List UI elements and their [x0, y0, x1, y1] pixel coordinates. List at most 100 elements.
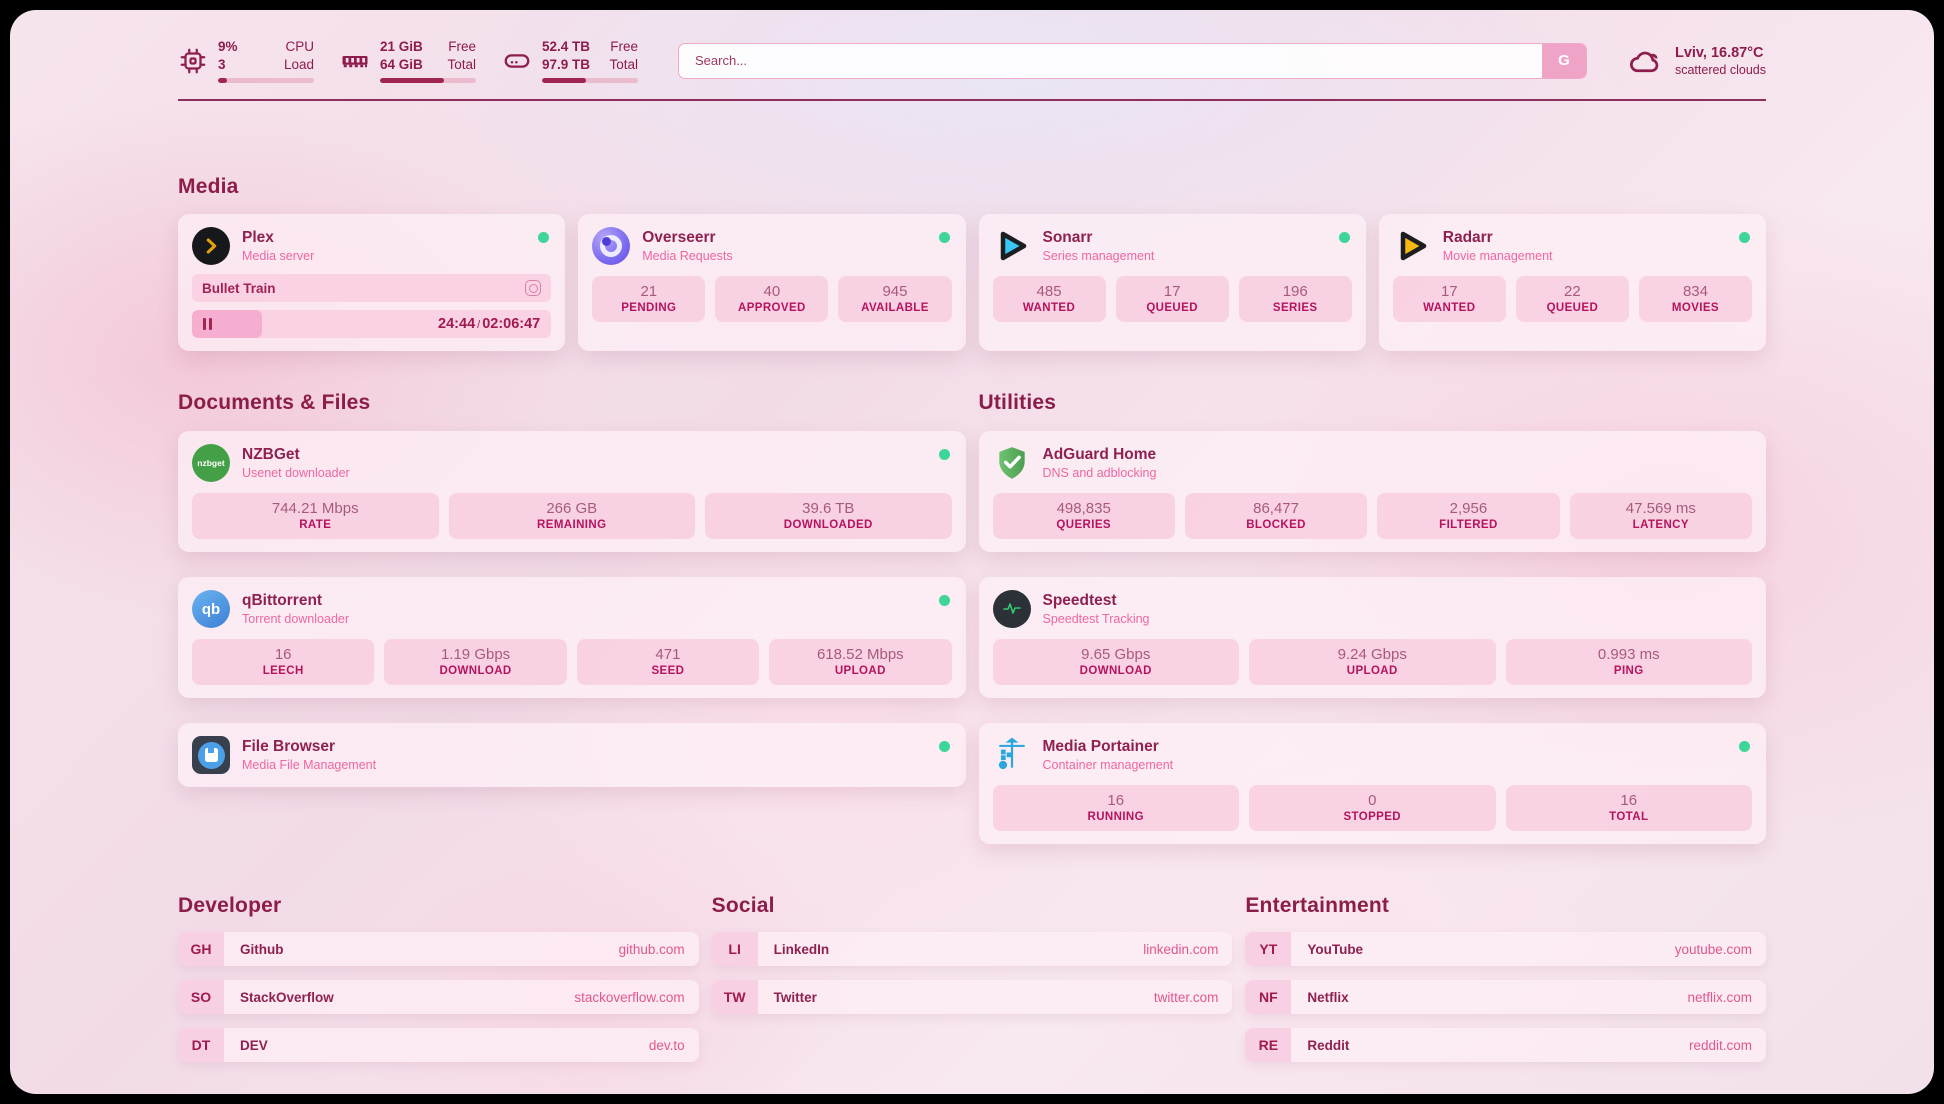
link-row-netflix[interactable]: NF Netflix netflix.com — [1245, 980, 1766, 1015]
stat-tile: 266 GB REMAINING — [448, 493, 695, 540]
link-url: reddit.com — [1688, 1037, 1752, 1053]
stat-tile: 0.993 ms PING — [1505, 639, 1752, 686]
service-subtitle: Media server — [242, 249, 315, 264]
portainer-icon — [993, 736, 1031, 774]
service-name: File Browser — [242, 738, 336, 756]
link-row-github[interactable]: GH Github github.com — [178, 932, 699, 967]
service-card-qbittorrent[interactable]: qb qBittorrent Torrent downloader 16 LEEC… — [178, 577, 966, 699]
link-row-linkedin[interactable]: LI LinkedIn linkedin.com — [711, 932, 1233, 967]
now-playing-title: Bullet Train — [202, 280, 276, 296]
link-row-stackoverflow[interactable]: SO StackOverflow stackoverflow.com — [178, 980, 699, 1015]
service-subtitle: Media File Management — [242, 758, 377, 773]
storage-label-top: Free — [610, 39, 638, 54]
service-name: Plex — [242, 229, 274, 247]
link-name: Reddit — [1307, 1037, 1350, 1053]
stat-tile: 0 STOPPED — [1249, 785, 1496, 832]
link-name: Netflix — [1307, 989, 1349, 1005]
status-dot — [1338, 232, 1350, 244]
service-card-plex[interactable]: Plex Media server Bullet Train 24:44/02:… — [178, 214, 566, 352]
link-abbr: DT — [178, 1028, 224, 1063]
link-name: YouTube — [1307, 941, 1364, 957]
service-card-nzbget[interactable]: nzbget NZBGet Usenet downloader 744.21 M… — [178, 431, 966, 553]
media-card-grid: Plex Media server Bullet Train 24:44/02:… — [178, 214, 1766, 352]
storage-progress-bar — [542, 78, 638, 84]
storage-label-bottom: Total — [609, 56, 638, 72]
link-url: stackoverflow.com — [574, 989, 685, 1005]
service-name: Sonarr — [1042, 229, 1093, 247]
weather-condition: scattered clouds — [1674, 62, 1766, 77]
pause-icon[interactable] — [203, 318, 213, 331]
stat-tile: 196 SERIES — [1238, 276, 1352, 323]
stat-tile: 2,956 FILTERED — [1377, 493, 1560, 540]
link-row-twitter[interactable]: TW Twitter twitter.com — [711, 980, 1233, 1015]
link-abbr: RE — [1245, 1028, 1292, 1063]
stat-tile: 16 RUNNING — [992, 785, 1239, 832]
service-card-adguard[interactable]: AdGuard Home DNS and adblocking 498,835 Q… — [978, 431, 1766, 553]
status-dot — [1739, 741, 1750, 753]
service-card-portainer[interactable]: Media Portainer Container management 16 R… — [978, 723, 1766, 845]
stat-tile: 47.569 ms LATENCY — [1569, 493, 1752, 540]
qbittorrent-icon: qb — [192, 590, 230, 629]
section-title-utilities: Utilities — [978, 391, 1057, 415]
section-title-developer: Developer — [178, 894, 282, 918]
link-name: DEV — [240, 1037, 268, 1053]
ram-icon — [342, 55, 368, 67]
nzbget-icon: nzbget — [192, 444, 230, 483]
radarr-icon — [1393, 227, 1431, 265]
storage-total: 97.9 TB — [542, 56, 591, 72]
developer-links-column: Developer GH Github github.com SO StackO… — [178, 894, 699, 1063]
service-card-filebrowser[interactable]: File Browser Media File Management — [178, 723, 966, 788]
section-title-entertainment: Entertainment — [1245, 894, 1390, 918]
stat-tile: 40 APPROVED — [715, 276, 829, 323]
stat-tile: 471 SEED — [576, 639, 760, 686]
link-row-youtube[interactable]: YT YouTube youtube.com — [1245, 932, 1766, 967]
sonarr-icon — [993, 227, 1031, 265]
service-card-sonarr[interactable]: Sonarr Series management 485 WANTED 17 QUE… — [978, 214, 1366, 352]
stat-tile: 16 TOTAL — [1505, 785, 1752, 832]
status-dot — [938, 595, 950, 607]
link-name: LinkedIn — [773, 941, 830, 957]
search-input[interactable] — [679, 43, 1542, 78]
now-playing-row: Bullet Train — [192, 274, 552, 303]
service-name: Radarr — [1442, 229, 1493, 247]
link-abbr: GH — [178, 932, 224, 967]
stat-tile: 21 PENDING — [592, 276, 706, 323]
storage-icon — [504, 53, 530, 68]
link-abbr: LI — [711, 932, 758, 967]
adguard-icon — [993, 444, 1031, 482]
link-url: twitter.com — [1153, 989, 1219, 1005]
status-dot — [538, 232, 550, 244]
link-name: StackOverflow — [240, 989, 334, 1005]
service-card-radarr[interactable]: Radarr Movie management 17 WANTED 22 QUEUE… — [1378, 214, 1766, 352]
storage-stat-widget: 52.4 TB Free 97.9 TB Total — [502, 38, 638, 84]
service-card-speedtest[interactable]: Speedtest Speedtest Tracking 9.65 Gbps DO… — [978, 577, 1766, 699]
search-engine-button[interactable]: G — [1541, 43, 1586, 78]
ram-stat-widget: 21 GiB Free 64 GiB Total — [340, 38, 476, 84]
session-camera-icon[interactable] — [525, 280, 542, 297]
cloud-icon — [1629, 51, 1659, 72]
search-bar: G — [678, 42, 1587, 79]
link-row-reddit[interactable]: RE Reddit reddit.com — [1245, 1028, 1766, 1063]
speedtest-icon — [992, 590, 1031, 629]
stat-tile: 744.21 Mbps RATE — [192, 493, 439, 540]
utilities-column: Utilities AdGuard Home DNS and adblockin… — [978, 391, 1766, 845]
link-row-dev[interactable]: DT DEV dev.to — [178, 1028, 699, 1063]
section-title-documents: Documents & Files — [178, 391, 371, 415]
service-card-overseerr[interactable]: Overseerr Media Requests 21 PENDING 40 APP… — [578, 214, 966, 352]
service-subtitle: DNS and adblocking — [1042, 466, 1157, 481]
stat-tile: 1.19 Gbps DOWNLOAD — [384, 639, 567, 686]
link-url: youtube.com — [1674, 941, 1752, 957]
section-title-social: Social — [711, 894, 775, 918]
ram-total: 64 GiB — [380, 56, 423, 72]
cpu-progress-bar — [218, 78, 314, 84]
service-name: Speedtest — [1042, 592, 1117, 610]
link-url: github.com — [618, 941, 685, 957]
documents-column: Documents & Files nzbget NZBGet Usenet d… — [178, 391, 966, 788]
playback-progress-bar: 24:44/02:06:47 — [192, 310, 552, 339]
link-url: netflix.com — [1687, 989, 1752, 1005]
stat-tile: 39.6 TB DOWNLOADED — [705, 493, 952, 540]
service-subtitle: Media Requests — [642, 249, 733, 264]
cpu-label-bottom: Load — [283, 56, 314, 72]
plex-icon — [192, 227, 230, 266]
stat-tile: 498,835 QUERIES — [992, 493, 1175, 540]
